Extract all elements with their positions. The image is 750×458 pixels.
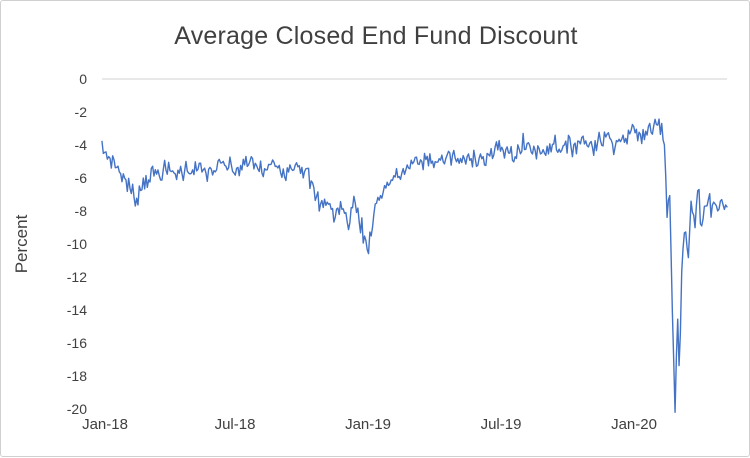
svg-text:-12: -12 <box>67 269 87 285</box>
svg-text:-8: -8 <box>75 203 88 219</box>
svg-text:Jan-18: Jan-18 <box>82 416 128 433</box>
svg-text:Jul-18: Jul-18 <box>215 416 256 433</box>
svg-text:-2: -2 <box>75 104 88 120</box>
svg-text:-14: -14 <box>67 302 87 318</box>
svg-text:Jan-19: Jan-19 <box>345 416 391 433</box>
svg-text:-20: -20 <box>67 401 87 417</box>
svg-text:-18: -18 <box>67 368 87 384</box>
svg-text:Jul-19: Jul-19 <box>481 416 522 433</box>
svg-text:0: 0 <box>79 71 87 87</box>
svg-text:Jan-20: Jan-20 <box>611 416 657 433</box>
svg-text:-10: -10 <box>67 236 87 252</box>
svg-text:-4: -4 <box>75 137 88 153</box>
svg-text:-16: -16 <box>67 335 87 351</box>
svg-text:Percent: Percent <box>12 214 31 273</box>
svg-text:-6: -6 <box>75 170 88 186</box>
